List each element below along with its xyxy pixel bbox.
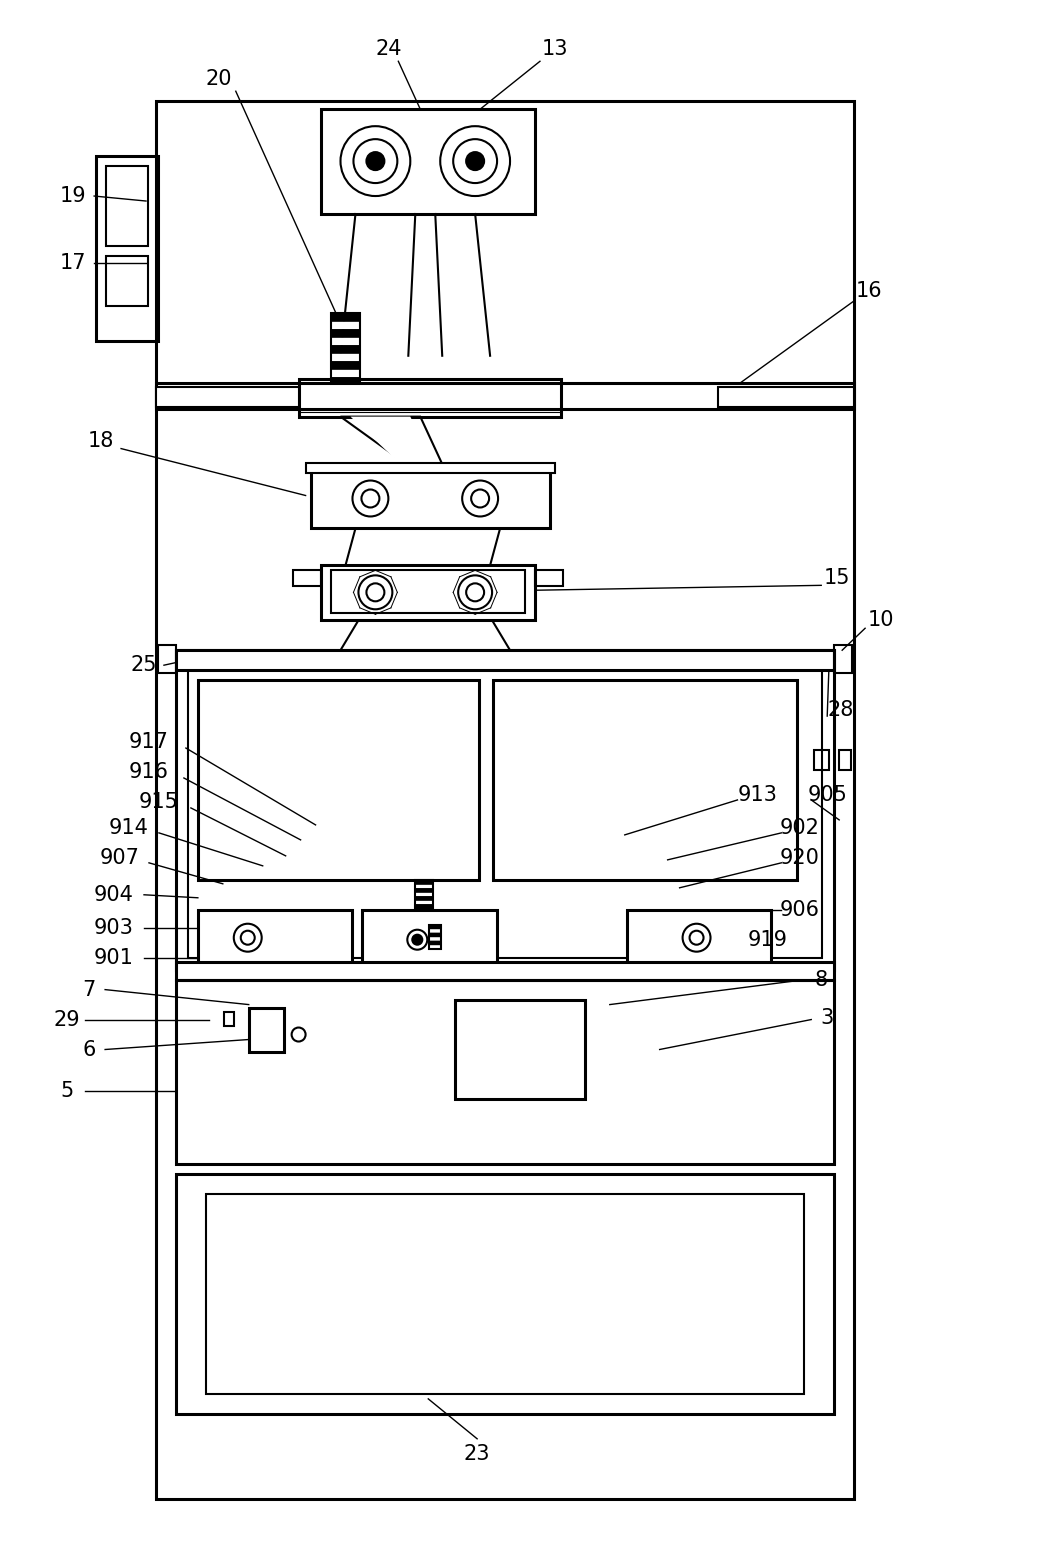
Bar (197, 910, 353, 964)
Bar (158, 646, 176, 674)
Text: 920: 920 (779, 848, 819, 868)
Bar (331, 377, 360, 385)
Text: 20: 20 (206, 70, 232, 90)
Circle shape (366, 151, 384, 170)
Bar (362, 910, 497, 964)
Bar (429, 944, 441, 949)
Bar (429, 929, 441, 933)
Text: 904: 904 (93, 885, 133, 905)
Bar (106, 256, 148, 306)
Bar (331, 321, 360, 329)
Text: 8: 8 (814, 970, 828, 990)
Bar (717, 386, 854, 406)
Bar (176, 961, 834, 980)
Text: 916: 916 (129, 762, 169, 782)
Text: 907: 907 (99, 848, 139, 868)
Text: 902: 902 (779, 817, 819, 837)
Bar (331, 369, 360, 377)
Bar (429, 941, 441, 944)
Bar (834, 646, 852, 674)
Bar (429, 925, 441, 929)
Text: 29: 29 (54, 1009, 80, 1029)
Text: 19: 19 (60, 185, 87, 205)
Text: 24: 24 (375, 39, 401, 59)
Bar (331, 570, 525, 613)
Bar (293, 570, 321, 587)
Bar (156, 102, 854, 1499)
Bar (331, 329, 360, 337)
Bar (156, 386, 299, 406)
Text: 903: 903 (93, 918, 133, 938)
Bar (331, 360, 360, 369)
Text: 917: 917 (129, 732, 169, 752)
Bar (299, 379, 561, 417)
Text: 5: 5 (60, 1082, 74, 1102)
Text: 13: 13 (542, 39, 568, 59)
Bar (176, 650, 834, 671)
Bar (493, 680, 797, 879)
Bar (415, 896, 433, 899)
Bar (415, 904, 433, 908)
Text: 3: 3 (821, 1007, 834, 1027)
Text: 10: 10 (868, 610, 894, 630)
Text: 905: 905 (807, 785, 847, 805)
Bar (429, 933, 441, 936)
Bar (188, 663, 823, 958)
Text: 16: 16 (855, 281, 883, 301)
Bar (415, 879, 433, 908)
Bar (176, 1174, 834, 1414)
Bar (331, 345, 360, 352)
Bar (415, 899, 433, 904)
Bar (535, 570, 563, 587)
Bar (331, 312, 360, 321)
Bar (331, 337, 360, 345)
Text: 914: 914 (109, 817, 149, 837)
Text: 18: 18 (88, 431, 114, 451)
Text: 23: 23 (464, 1443, 490, 1463)
Circle shape (412, 935, 422, 944)
Bar (415, 891, 433, 896)
Bar (331, 312, 360, 385)
Text: 28: 28 (828, 700, 854, 720)
Bar (415, 884, 433, 888)
Bar (106, 167, 148, 246)
Bar (156, 383, 854, 409)
Text: 6: 6 (82, 1040, 96, 1060)
Text: 913: 913 (737, 785, 777, 805)
Bar (206, 1194, 805, 1394)
Bar (321, 565, 535, 620)
Circle shape (466, 151, 484, 170)
Text: 7: 7 (82, 980, 96, 1000)
Bar (249, 1007, 284, 1052)
Bar (176, 650, 834, 970)
Bar (415, 879, 433, 884)
Text: 901: 901 (93, 947, 133, 967)
Bar (176, 980, 834, 1165)
Bar (321, 110, 535, 215)
Bar (840, 749, 851, 769)
Bar (627, 910, 771, 964)
Bar (331, 352, 360, 360)
Text: 17: 17 (60, 253, 87, 273)
Text: 15: 15 (824, 569, 850, 589)
Bar (455, 1000, 585, 1100)
Bar (224, 1012, 233, 1026)
Bar (429, 925, 441, 949)
Bar (310, 468, 550, 528)
Text: 919: 919 (748, 930, 788, 950)
Text: 915: 915 (139, 793, 178, 813)
Text: 25: 25 (131, 655, 157, 675)
Bar (96, 156, 158, 341)
Bar (197, 680, 479, 879)
Bar (429, 936, 441, 941)
Bar (814, 749, 829, 769)
Bar (305, 462, 555, 473)
Bar (415, 888, 433, 891)
Polygon shape (351, 417, 435, 468)
Text: 906: 906 (779, 899, 819, 919)
